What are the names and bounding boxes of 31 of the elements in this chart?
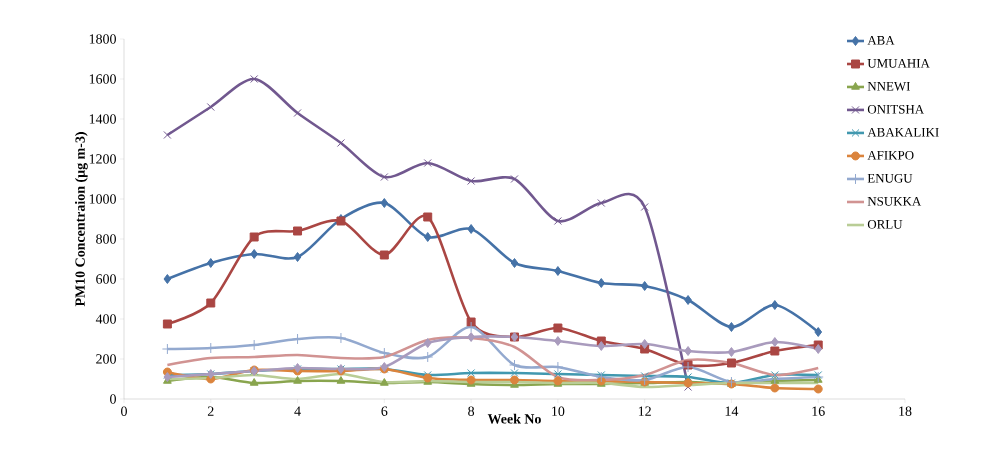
y-tick-label: 1400 (89, 114, 116, 124)
y-tick-label: 600 (96, 274, 116, 284)
legend-label: ENUGU (867, 173, 913, 183)
x-axis-title: Week No (487, 413, 541, 424)
legend-label: NSUKKA (867, 196, 922, 206)
y-tick-label: 0 (110, 394, 116, 404)
x-tick-label: 10 (552, 406, 565, 416)
y-tick-label: 200 (96, 354, 116, 364)
y-tick-label: 1200 (89, 154, 116, 164)
x-tick-label: 14 (725, 406, 739, 416)
x-tick-label: 16 (812, 406, 825, 416)
y-tick-label: 800 (96, 234, 116, 244)
legend-label: ABA (867, 35, 895, 45)
x-tick-label: 0 (121, 406, 127, 416)
y-tick-label: 1800 (89, 34, 116, 44)
y-axis-title: PM10 Concentraion (µg m-3) (74, 132, 88, 307)
legend-label: NNEWI (867, 81, 910, 91)
x-tick-label: 18 (899, 406, 912, 416)
x-tick-label: 2 (207, 406, 214, 416)
legend-label: ORLU (867, 219, 903, 229)
legend-label: AFIKPO (867, 150, 914, 160)
x-tick-label: 6 (381, 406, 388, 416)
y-tick-label: 1000 (89, 194, 116, 204)
y-tick-label: 400 (95, 314, 116, 324)
legend-label: UMUAHIA (867, 58, 930, 68)
y-tick-label: 1600 (89, 74, 116, 84)
x-tick-label: 8 (468, 406, 475, 416)
x-tick-label: 12 (638, 406, 651, 416)
legend-label: ABAKALIKI (867, 127, 939, 137)
legend-label: ONITSHA (867, 104, 925, 114)
x-tick-label: 4 (294, 406, 301, 416)
